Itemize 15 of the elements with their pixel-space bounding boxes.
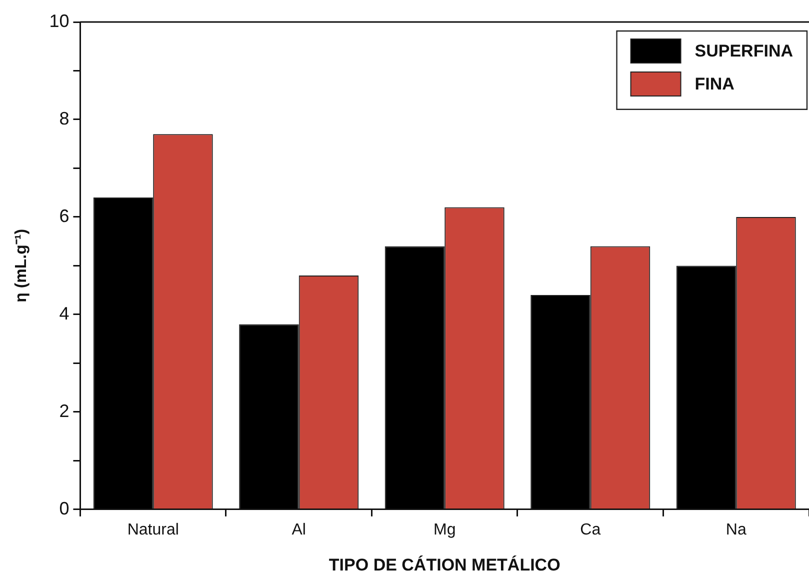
y-tick-label: 6 <box>59 206 70 226</box>
x-tick-label: Natural <box>127 521 179 538</box>
x-tick-label: Na <box>726 521 746 538</box>
legend-label: SUPERFINA <box>694 42 794 61</box>
y-tick-label: 4 <box>59 303 70 324</box>
y-tick-label: 10 <box>49 10 70 31</box>
y-tick-label: 2 <box>59 400 70 421</box>
x-tick-label: Al <box>292 521 306 538</box>
x-tick-label: Mg <box>433 521 456 538</box>
x-axis-title: TIPO DE CÁTION METÁLICO <box>328 554 560 574</box>
x-tick-label: Ca <box>580 521 601 538</box>
y-tick-label: 8 <box>59 108 70 128</box>
legend-label: FINA <box>694 74 734 94</box>
y-tick-label: 0 <box>59 498 70 518</box>
y-axis-title: η (mL.g⁻¹) <box>13 228 30 302</box>
